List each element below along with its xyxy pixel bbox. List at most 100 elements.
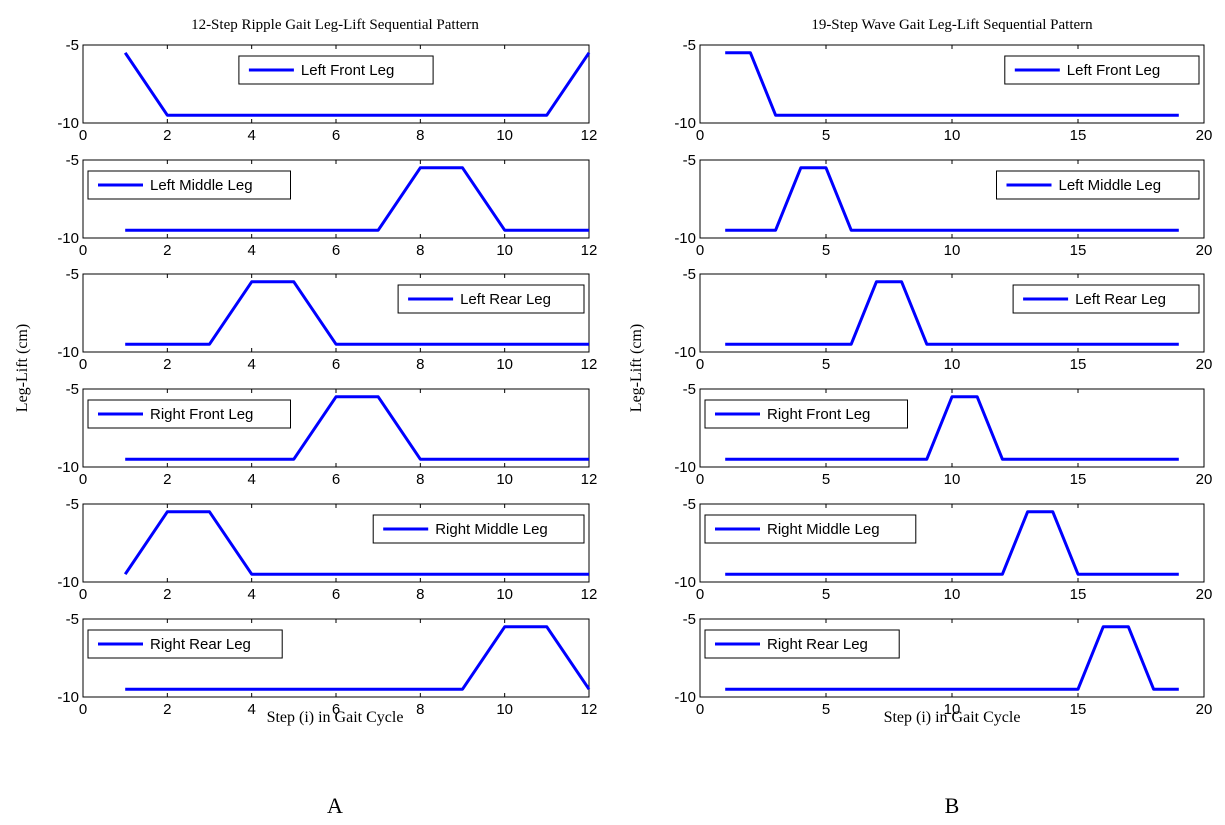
y-tick-label: -10: [57, 574, 79, 591]
series-line-left-front-leg: [123, 51, 591, 117]
y-tick-label: -5: [66, 266, 79, 283]
legend-label: Left Middle Leg: [150, 177, 253, 194]
x-tick-label: 15: [1070, 701, 1087, 718]
x-tick-label: 2: [163, 701, 171, 718]
x-tick-label: 2: [163, 471, 171, 488]
y-tick-label: -5: [683, 37, 696, 54]
x-tick-label: 0: [696, 127, 704, 144]
chart-b-xlabel: Step (i) in Gait Cycle: [884, 709, 1021, 726]
x-tick-label: 8: [416, 586, 424, 603]
x-tick-label: 5: [822, 127, 830, 144]
x-tick-label: 0: [696, 586, 704, 603]
legend-label: Left Front Leg: [301, 62, 394, 79]
chart-b-subplot-left-front-leg: 0 5 10 15 20 -10 -5 Left Front Leg: [674, 37, 1212, 144]
chart-b-subplot-right-rear-leg: 0 5 10 15 20 -10 -5 Right Rear Leg: [674, 611, 1212, 718]
x-tick-label: 4: [247, 471, 255, 488]
x-tick-label: 2: [163, 356, 171, 373]
y-tick-label: -10: [674, 574, 696, 591]
x-tick-label: 15: [1070, 356, 1087, 373]
series-line-left-middle-leg: [125, 166, 589, 232]
x-tick-label: 10: [496, 586, 513, 603]
x-tick-label: 2: [163, 242, 171, 259]
legend-label: Left Front Leg: [1067, 62, 1160, 79]
x-tick-label: 0: [79, 356, 87, 373]
y-tick-label: -10: [57, 689, 79, 706]
x-tick-label: 8: [416, 356, 424, 373]
x-tick-label: 10: [496, 356, 513, 373]
x-tick-label: 4: [247, 356, 255, 373]
x-tick-label: 6: [332, 471, 340, 488]
x-tick-label: 0: [79, 471, 87, 488]
series-line-left-front-leg: [725, 51, 1179, 117]
subplot-grid: 0 2 4 6 8 10 12 -10 -5 Left Front Leg 0 2 4 6 8 10 12 -10…: [57, 37, 1212, 718]
series-line-right-front-leg: [725, 395, 1179, 461]
x-tick-label: 0: [696, 471, 704, 488]
series-line-right-rear-leg: [725, 625, 1179, 691]
chart-a-xlabel: Step (i) in Gait Cycle: [267, 709, 404, 726]
y-tick-label: -5: [683, 496, 696, 513]
series-line-left-middle-leg: [725, 166, 1179, 232]
legend-label: Right Rear Leg: [767, 636, 868, 653]
x-tick-label: 0: [79, 701, 87, 718]
y-tick-label: -5: [66, 496, 79, 513]
x-tick-label: 10: [944, 242, 961, 259]
x-tick-label: 15: [1070, 242, 1087, 259]
y-tick-label: -5: [66, 37, 79, 54]
x-tick-label: 5: [822, 356, 830, 373]
chart-b-title: 19-Step Wave Gait Leg-Lift Sequential Pa…: [811, 17, 1093, 33]
x-tick-label: 20: [1196, 356, 1213, 373]
y-tick-label: -10: [674, 115, 696, 132]
chart-b-subplot-right-middle-leg: 0 5 10 15 20 -10 -5 Right Middle Leg: [674, 496, 1212, 603]
x-tick-label: 10: [944, 127, 961, 144]
series-line-left-rear-leg: [725, 280, 1179, 346]
y-tick-label: -10: [674, 230, 696, 247]
y-tick-label: -10: [57, 230, 79, 247]
y-tick-label: -10: [674, 459, 696, 476]
chart-a-subplot-right-front-leg: 0 2 4 6 8 10 12 -10 -5 Right Front Leg: [57, 381, 597, 488]
x-tick-label: 5: [822, 586, 830, 603]
x-tick-label: 20: [1196, 586, 1213, 603]
y-tick-label: -5: [683, 611, 696, 628]
x-tick-label: 20: [1196, 701, 1213, 718]
y-tick-label: -10: [674, 689, 696, 706]
x-tick-label: 12: [581, 471, 598, 488]
x-tick-label: 8: [416, 127, 424, 144]
x-tick-label: 12: [581, 127, 598, 144]
x-tick-label: 6: [332, 586, 340, 603]
y-tick-label: -5: [683, 381, 696, 398]
y-tick-label: -5: [683, 152, 696, 169]
legend-label: Right Middle Leg: [767, 521, 880, 538]
legend-label: Right Front Leg: [767, 406, 870, 423]
x-tick-label: 10: [944, 471, 961, 488]
x-tick-label: 0: [696, 701, 704, 718]
x-tick-label: 20: [1196, 127, 1213, 144]
series-line-right-rear-leg: [125, 625, 591, 691]
legend-label: Left Rear Leg: [1075, 291, 1166, 308]
x-tick-label: 5: [822, 701, 830, 718]
legend-label: Left Middle Leg: [1059, 177, 1162, 194]
series-line-right-front-leg: [125, 395, 589, 461]
legend-label: Right Rear Leg: [150, 636, 251, 653]
x-tick-label: 12: [581, 701, 598, 718]
x-tick-label: 0: [79, 586, 87, 603]
x-tick-label: 8: [416, 471, 424, 488]
chart-a-subplot-left-rear-leg: 0 2 4 6 8 10 12 -10 -5 Left Rear Leg: [57, 266, 597, 373]
x-tick-label: 6: [332, 127, 340, 144]
chart-b-subplot-left-middle-leg: 0 5 10 15 20 -10 -5 Left Middle Leg: [674, 152, 1212, 259]
x-tick-label: 4: [247, 701, 255, 718]
x-tick-label: 20: [1196, 471, 1213, 488]
y-tick-label: -10: [674, 344, 696, 361]
x-tick-label: 10: [944, 356, 961, 373]
x-tick-label: 2: [163, 127, 171, 144]
x-tick-label: 6: [332, 242, 340, 259]
chart-a-subplot-left-middle-leg: 0 2 4 6 8 10 12 -10 -5 Left Middle Leg: [57, 152, 597, 259]
x-tick-label: 10: [944, 701, 961, 718]
chart-a-ylabel: Leg-Lift (cm): [14, 324, 31, 412]
x-tick-label: 6: [332, 356, 340, 373]
x-tick-label: 20: [1196, 242, 1213, 259]
series-line-left-rear-leg: [125, 280, 589, 346]
chart-a-panel-label: A: [327, 793, 343, 818]
legend-label: Left Rear Leg: [460, 291, 551, 308]
x-tick-label: 10: [496, 701, 513, 718]
